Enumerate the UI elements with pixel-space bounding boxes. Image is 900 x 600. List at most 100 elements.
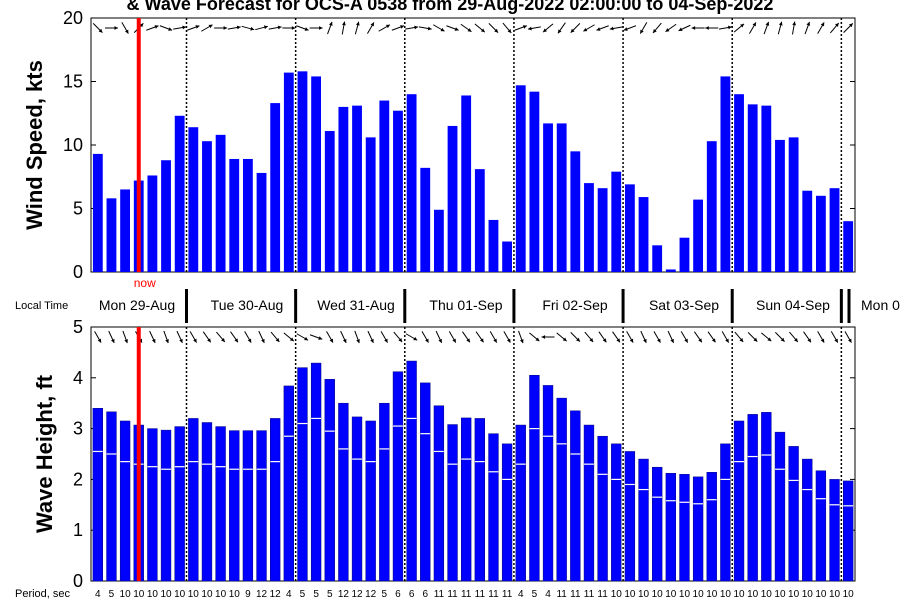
wave-bar (119, 420, 131, 582)
wave-bar (488, 433, 499, 582)
period-values: 4 5 10 10 10 10 10 10 10 10 10 9 12 12 4 5 5 5 12 12 12 5 6 6 6 1… (95, 589, 854, 600)
wind-arrow-icon (227, 25, 241, 30)
wave-arrow-icon (503, 331, 511, 343)
wave-bar (201, 422, 213, 582)
wind-arrow-icon (609, 26, 623, 31)
wind-arrow-icon (460, 23, 472, 33)
wave-arrow-icon (421, 331, 429, 343)
period-value: 10 (120, 589, 132, 600)
wave-arrow-icon (817, 331, 825, 343)
wind-bar (215, 134, 226, 272)
wave-arrow-icon (598, 331, 607, 343)
wave-bar (310, 362, 322, 582)
period-value: 10 (229, 589, 241, 600)
day-label: Thu 01-Sep (429, 297, 502, 313)
wind-arrow-icon (187, 25, 200, 31)
wave-arrow-icon (489, 331, 498, 343)
wind-arrow-icon (354, 21, 360, 35)
wind-arrow-icon (391, 25, 405, 31)
wind-bar (447, 125, 458, 272)
wind-arrow-icon (829, 22, 840, 34)
wind-bar (624, 184, 635, 272)
wave-arrow-icon (747, 332, 758, 342)
wave-bar (351, 416, 363, 582)
period-value: 10 (201, 589, 213, 600)
period-value: 10 (665, 589, 677, 600)
period-value: 10 (188, 589, 200, 600)
wind-arrow-icon (527, 26, 541, 31)
period-value: 12 (338, 589, 350, 600)
day-label: Mon 0 (861, 297, 900, 313)
wave-bar (624, 451, 636, 582)
wave-arrow-icon (707, 331, 716, 343)
period-value: 5 (109, 589, 115, 600)
wave-bar (570, 410, 581, 582)
wind-arrow-icon (718, 25, 732, 30)
wind-arrow-icon (596, 25, 609, 31)
wind-arrow-icon (804, 21, 811, 35)
wind-arrow-icon (366, 22, 375, 34)
wave-arrow-icon (435, 330, 443, 344)
wave-bar (461, 417, 472, 582)
period-value: 4 (286, 589, 292, 600)
wind-bar (147, 175, 158, 272)
period-value: 11 (475, 589, 486, 600)
chart-title: & Wave Forecast for OCS-A 0538 from 29-A… (127, 0, 774, 14)
wave-bar (638, 458, 649, 582)
period-value: 11 (584, 589, 595, 600)
wave-bar (160, 429, 172, 582)
wind-bar (747, 104, 758, 272)
wind-arrow-icon (92, 23, 103, 33)
period-value: 11 (502, 589, 513, 600)
wave-arrow-icon (789, 331, 799, 343)
wind-bar (92, 153, 103, 272)
period-value: 10 (693, 589, 705, 600)
wave-bar (815, 470, 827, 582)
period-value: 11 (461, 589, 472, 600)
wind-bar (311, 76, 322, 272)
wave-arrow-icon (176, 330, 183, 344)
period-value: 10 (843, 589, 855, 600)
period-value: 10 (611, 589, 623, 600)
wind-arrow-icon (255, 25, 268, 31)
y-tick-label: 2 (73, 469, 83, 489)
wave-bar (733, 420, 745, 582)
wave-arrow-icon (667, 330, 675, 344)
wave-arrow-icon (326, 331, 334, 343)
wave-arrow-icon (721, 331, 730, 343)
wind-arrow-icon (691, 26, 705, 30)
period-value: 6 (395, 589, 401, 600)
wave-plot-frame (90, 326, 856, 582)
wind-bar (188, 127, 199, 272)
period-value: 10 (174, 589, 186, 600)
wind-bar (515, 85, 526, 272)
wave-arrow-icon (570, 332, 581, 342)
wave-bar (802, 458, 813, 582)
wave-bar (788, 446, 799, 582)
wind-arrow-icon (583, 24, 595, 32)
wind-bar (720, 76, 731, 272)
wave-arrow-icon (775, 332, 785, 342)
wave-bar (556, 397, 567, 582)
wave-arrow-icon (803, 331, 812, 343)
wind-bar (270, 103, 281, 272)
wave-arrow-icon (163, 330, 169, 344)
wind-arrow-icon (418, 26, 432, 31)
wave-bar (747, 414, 758, 582)
y-tick-label: 5 (73, 199, 83, 219)
day-label: Tue 30-Aug (211, 297, 284, 313)
day-label: Sat 03-Sep (649, 297, 719, 313)
wave-arrow-icon (309, 334, 323, 340)
wind-bar (665, 269, 676, 272)
wind-y-ticks: 0 5 10 15 20 (63, 8, 855, 282)
wind-bar (802, 190, 813, 272)
period-value: 10 (133, 589, 145, 600)
wave-arrow-icon (202, 331, 212, 343)
wind-arrow-icon (623, 25, 637, 31)
period-value: 12 (351, 589, 363, 600)
day-labels: Mon 29-Aug Tue 30-Aug Wed 31-Aug Thu 01-Sep… (99, 297, 900, 313)
wind-bar (829, 188, 840, 272)
wind-arrow-icon (733, 23, 745, 33)
period-value: 12 (256, 589, 268, 600)
period-value: 10 (624, 589, 636, 600)
